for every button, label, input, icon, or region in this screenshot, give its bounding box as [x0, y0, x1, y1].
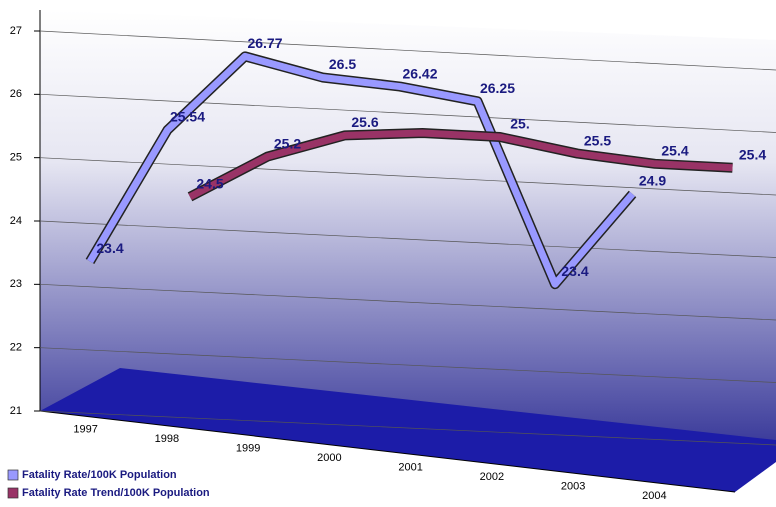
legend-label: Fatality Rate/100K Population — [22, 469, 177, 481]
data-label: 26.5 — [329, 56, 356, 72]
series-line — [86, 52, 636, 288]
data-label: 25.5 — [584, 132, 611, 148]
x-tick-label: 1999 — [236, 443, 260, 455]
data-label: 26.77 — [247, 35, 282, 51]
x-tick-label: 2002 — [480, 471, 504, 483]
y-tick-label: 24 — [10, 215, 22, 227]
grid-line — [39, 93, 776, 133]
data-label: 23.4 — [96, 240, 123, 256]
x-tick-label: 2000 — [317, 452, 341, 464]
grid-line — [39, 157, 776, 196]
data-label: 26.42 — [402, 65, 437, 81]
y-tick-label: 27 — [10, 25, 22, 37]
data-label: 24.9 — [639, 173, 666, 189]
y-tick-label: 25 — [10, 152, 22, 164]
data-label: 25.2 — [274, 135, 301, 151]
data-label: 25.4 — [739, 146, 766, 162]
data-label: 26.25 — [480, 80, 515, 96]
data-label: 25.4 — [661, 143, 688, 159]
y-tick-label: 21 — [10, 405, 22, 417]
data-label: 25.54 — [170, 109, 205, 125]
grid-line — [39, 410, 776, 446]
data-label: 25. — [510, 116, 529, 132]
grid-line — [39, 220, 776, 258]
floor — [40, 368, 776, 492]
data-label: 23.4 — [561, 263, 588, 279]
series-line — [188, 129, 733, 200]
data-label: 25.6 — [351, 114, 378, 130]
data-label: 24.5 — [196, 176, 223, 192]
y-tick-label: 22 — [10, 342, 22, 354]
back-wall — [40, 10, 776, 445]
grid-line — [39, 30, 776, 71]
x-axis — [39, 410, 736, 493]
x-tick-label: 2003 — [561, 481, 585, 493]
legend-label: Fatality Rate Trend/100K Population — [22, 487, 210, 499]
grid-line — [39, 283, 776, 321]
legend-swatch — [7, 487, 19, 499]
legend-swatch — [7, 469, 19, 481]
y-tick-label: 26 — [10, 88, 22, 100]
x-tick-label: 1998 — [155, 433, 179, 445]
y-tick-label: 23 — [10, 278, 22, 290]
grid-line — [39, 347, 776, 383]
x-tick-label: 2004 — [642, 490, 666, 502]
x-tick-label: 1997 — [73, 424, 97, 436]
x-tick-label: 2001 — [398, 462, 422, 474]
